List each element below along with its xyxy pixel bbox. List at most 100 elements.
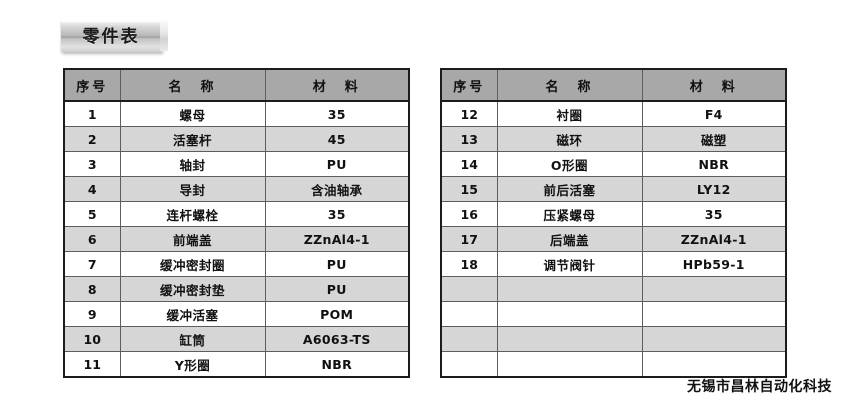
cell-part-name: 磁环 xyxy=(496,126,643,152)
cell-part-number: 6 xyxy=(63,226,121,252)
cell-part-material: F4 xyxy=(641,100,787,127)
cell-part-number xyxy=(440,276,498,302)
cell-part-material: HPb59-1 xyxy=(641,251,787,277)
cell-part-name xyxy=(496,326,643,352)
table-row: 17 后端盖 ZZnAl4-1 xyxy=(440,226,787,252)
cell-part-name: Y形圈 xyxy=(119,351,266,378)
table-row: 3 轴封 PU xyxy=(63,151,410,177)
cell-part-name: 连杆螺栓 xyxy=(119,201,266,227)
cell-part-name: 调节阀针 xyxy=(496,251,643,277)
cell-part-number: 7 xyxy=(63,251,121,277)
table-row: 13 磁环 磁塑 xyxy=(440,126,787,152)
cell-part-material xyxy=(641,276,787,302)
cell-part-number: 3 xyxy=(63,151,121,177)
cell-part-name xyxy=(496,276,643,302)
parts-table-left-head: 序号 名 称 材 料 xyxy=(63,68,410,102)
parts-table-left: 序号 名 称 材 料 1 螺母 35 2 活塞杆 45 3 轴封 PU 4 导封 含油轴承 5 连杆螺栓 3… xyxy=(63,68,410,378)
cell-part-name: 螺母 xyxy=(119,100,266,127)
table-row: 16 压紧螺母 35 xyxy=(440,201,787,227)
table-row xyxy=(440,301,787,327)
cell-part-number: 12 xyxy=(440,100,498,127)
cell-part-number: 4 xyxy=(63,176,121,202)
cell-part-name xyxy=(496,351,643,378)
cell-part-material: POM xyxy=(264,301,410,327)
cell-part-name: 缸筒 xyxy=(119,326,266,352)
cell-part-material: 含油轴承 xyxy=(264,176,410,202)
cell-part-material: 35 xyxy=(264,201,410,227)
table-row: 8 缓冲密封垫 PU xyxy=(63,276,410,302)
cell-part-material: 35 xyxy=(264,100,410,127)
cell-part-number xyxy=(440,326,498,352)
table-row xyxy=(440,351,787,378)
cell-part-material: 磁塑 xyxy=(641,126,787,152)
cell-part-number xyxy=(440,301,498,327)
cell-part-name xyxy=(496,301,643,327)
cell-part-number: 14 xyxy=(440,151,498,177)
cell-part-material: LY12 xyxy=(641,176,787,202)
parts-table-right-body: 12 衬圈 F4 13 磁环 磁塑 14 O形圈 NBR 15 前后活塞 LY12 16 压紧螺母 35 17… xyxy=(440,100,787,378)
title-banner-highlight xyxy=(160,21,168,51)
column-header-material: 材 料 xyxy=(641,68,787,102)
cell-part-material: ZZnAl4-1 xyxy=(264,226,410,252)
cell-part-name: O形圈 xyxy=(496,151,643,177)
table-row: 5 连杆螺栓 35 xyxy=(63,201,410,227)
cell-part-number: 8 xyxy=(63,276,121,302)
cell-part-number: 10 xyxy=(63,326,121,352)
cell-part-name: 缓冲密封垫 xyxy=(119,276,266,302)
cell-part-name: 前端盖 xyxy=(119,226,266,252)
cell-part-material xyxy=(641,351,787,378)
column-header-material: 材 料 xyxy=(264,68,410,102)
cell-part-material: A6063-TS xyxy=(264,326,410,352)
cell-part-number: 17 xyxy=(440,226,498,252)
table-row: 10 缸筒 A6063-TS xyxy=(63,326,410,352)
parts-table-left-body: 1 螺母 35 2 活塞杆 45 3 轴封 PU 4 导封 含油轴承 5 连杆螺栓 35 6 前端盖 ZZnAl4… xyxy=(63,100,410,378)
table-header-row: 序号 名 称 材 料 xyxy=(63,68,410,102)
company-name: 无锡市昌林自动化科技 xyxy=(687,379,832,395)
column-header-no: 序号 xyxy=(63,68,121,102)
table-row: 7 缓冲密封圈 PU xyxy=(63,251,410,277)
table-row xyxy=(440,326,787,352)
cell-part-name: 压紧螺母 xyxy=(496,201,643,227)
cell-part-material: 35 xyxy=(641,201,787,227)
table-row: 6 前端盖 ZZnAl4-1 xyxy=(63,226,410,252)
cell-part-material: NBR xyxy=(641,151,787,177)
table-row: 18 调节阀针 HPb59-1 xyxy=(440,251,787,277)
cell-part-name: 导封 xyxy=(119,176,266,202)
cell-part-material: 45 xyxy=(264,126,410,152)
cell-part-number: 2 xyxy=(63,126,121,152)
cell-part-name: 后端盖 xyxy=(496,226,643,252)
table-row: 12 衬圈 F4 xyxy=(440,100,787,127)
cell-part-material xyxy=(641,326,787,352)
cell-part-number: 16 xyxy=(440,201,498,227)
cell-part-name: 缓冲活塞 xyxy=(119,301,266,327)
cell-part-number: 5 xyxy=(63,201,121,227)
table-row: 15 前后活塞 LY12 xyxy=(440,176,787,202)
page-title: 零件表 xyxy=(82,26,140,47)
table-header-row: 序号 名 称 材 料 xyxy=(440,68,787,102)
parts-table-right: 序号 名 称 材 料 12 衬圈 F4 13 磁环 磁塑 14 O形圈 NBR 15 前后活塞 LY1… xyxy=(440,68,787,378)
cell-part-number: 13 xyxy=(440,126,498,152)
cell-part-number: 1 xyxy=(63,100,121,127)
cell-part-name: 轴封 xyxy=(119,151,266,177)
table-row: 11 Y形圈 NBR xyxy=(63,351,410,378)
cell-part-name: 前后活塞 xyxy=(496,176,643,202)
parts-table-right-head: 序号 名 称 材 料 xyxy=(440,68,787,102)
cell-part-number: 15 xyxy=(440,176,498,202)
cell-part-name: 缓冲密封圈 xyxy=(119,251,266,277)
table-row: 1 螺母 35 xyxy=(63,100,410,127)
table-row: 9 缓冲活塞 POM xyxy=(63,301,410,327)
cell-part-number: 18 xyxy=(440,251,498,277)
cell-part-material: ZZnAl4-1 xyxy=(641,226,787,252)
cell-part-material: PU xyxy=(264,151,410,177)
cell-part-number xyxy=(440,351,498,378)
table-row: 14 O形圈 NBR xyxy=(440,151,787,177)
cell-part-material: PU xyxy=(264,251,410,277)
cell-part-name: 衬圈 xyxy=(496,100,643,127)
cell-part-material xyxy=(641,301,787,327)
table-row xyxy=(440,276,787,302)
table-row: 4 导封 含油轴承 xyxy=(63,176,410,202)
cell-part-number: 9 xyxy=(63,301,121,327)
cell-part-material: PU xyxy=(264,276,410,302)
cell-part-number: 11 xyxy=(63,351,121,378)
table-row: 2 活塞杆 45 xyxy=(63,126,410,152)
